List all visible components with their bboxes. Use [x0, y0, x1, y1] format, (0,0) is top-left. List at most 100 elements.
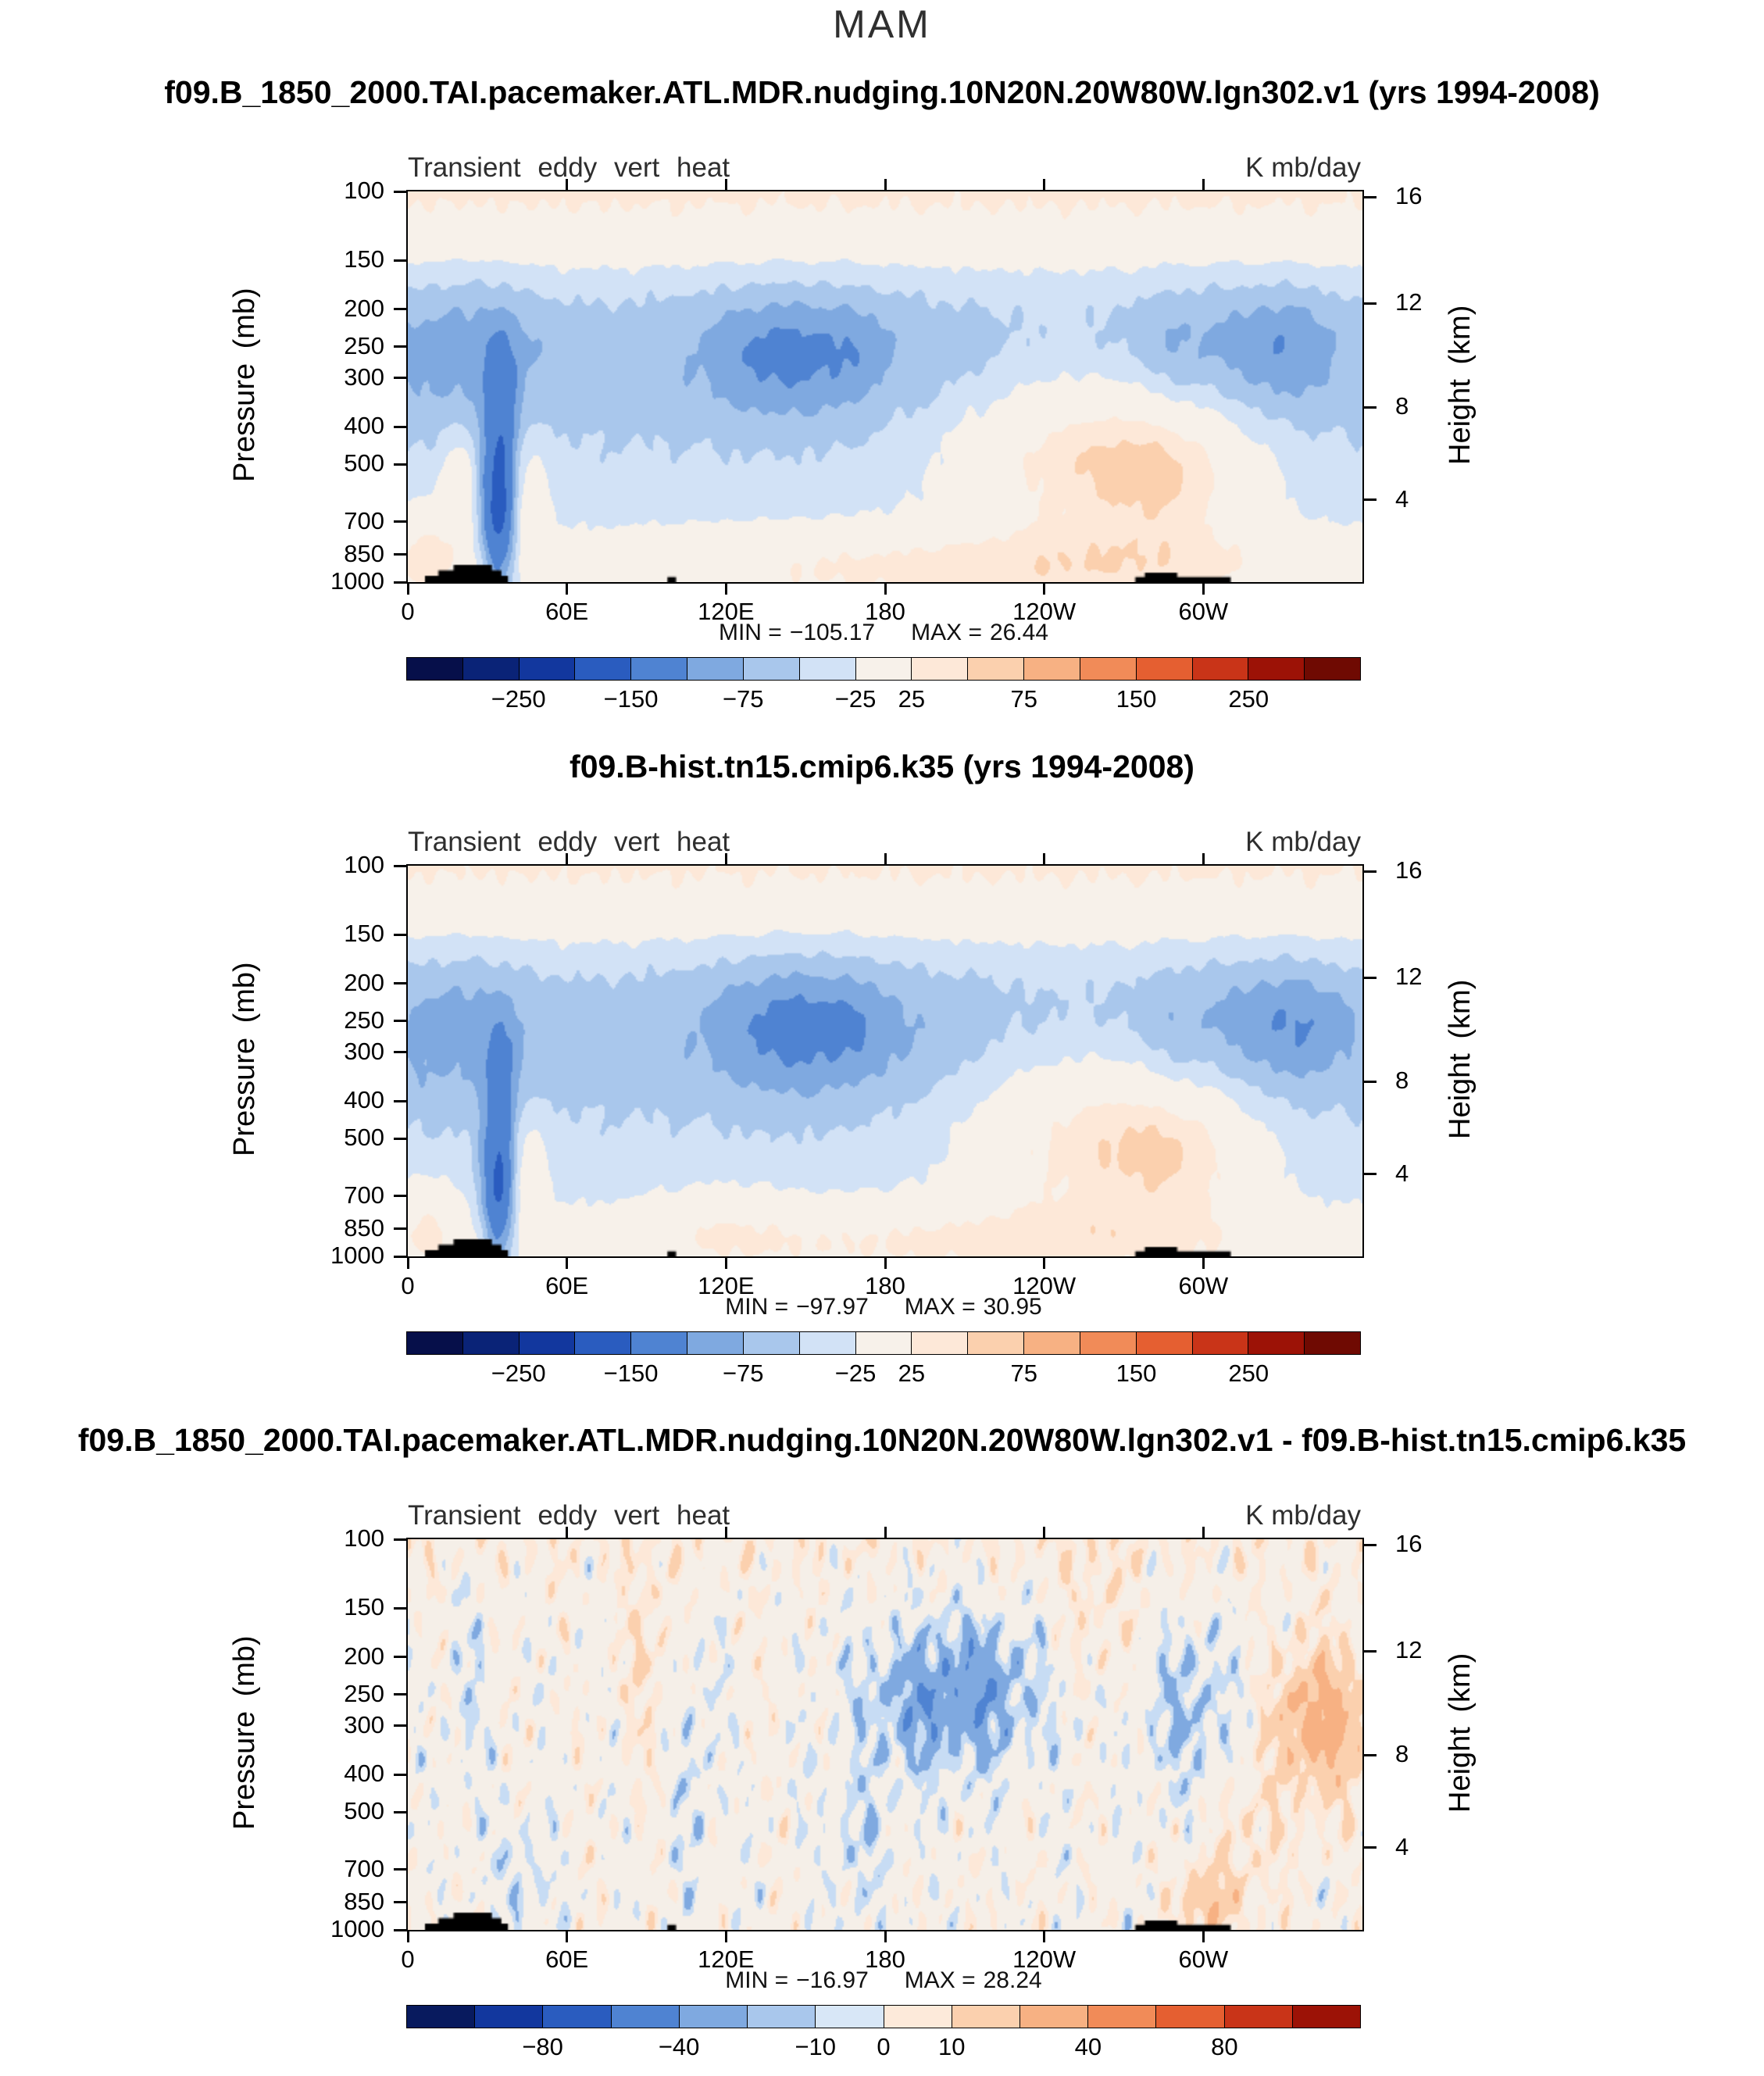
colorbar-segment — [1080, 658, 1137, 680]
pressure-tick-label: 150 — [344, 1593, 384, 1621]
pressure-tick-mark — [394, 1868, 408, 1871]
longitude-top-tick-mark — [724, 853, 727, 866]
colorbar-tick-label: 10 — [938, 2033, 966, 2060]
height-tick-label: 4 — [1395, 1159, 1409, 1187]
pressure-tick-mark — [394, 553, 408, 556]
colorbar-segment — [1248, 658, 1305, 680]
colorbar-segment — [1305, 658, 1361, 680]
pressure-tick-label: 1000 — [330, 567, 384, 595]
colorbar-tick-label: 25 — [898, 685, 926, 713]
colorbar-segment — [1080, 1332, 1137, 1354]
pressure-tick-mark — [394, 377, 408, 380]
longitude-tick-label: 0 — [401, 1272, 415, 1299]
colorbar — [406, 657, 1361, 681]
pressure-tick-mark — [394, 1227, 408, 1231]
colorbar-segment — [631, 1332, 688, 1354]
longitude-top-tick-mark — [566, 179, 569, 191]
colorbar-segment — [1088, 2006, 1157, 2028]
longitude-tick-label: 0 — [401, 598, 415, 625]
min-value: −97.97 — [796, 1294, 869, 1320]
height-tick-label: 8 — [1395, 1740, 1409, 1768]
pressure-tick-label: 700 — [344, 1854, 384, 1882]
colorbar-tick-label: −75 — [722, 685, 764, 713]
colorbar-segment — [1224, 2006, 1293, 2028]
longitude-tick-label: 60W — [1178, 1946, 1229, 1973]
contour-plot: 100 150 200 250 300 400 500 700 850 1000 16 12 8 4 0 60… — [330, 851, 1422, 1299]
colorbar — [406, 2005, 1361, 2028]
height-tick-mark — [1362, 1173, 1377, 1176]
longitude-top-tick-mark — [1202, 179, 1205, 191]
pressure-tick-mark — [394, 308, 408, 310]
longitude-tick-label: 0 — [401, 1946, 415, 1973]
pressure-tick-label: 250 — [344, 1006, 384, 1034]
longitude-tick-label: 60E — [545, 1272, 589, 1299]
pressure-tick-mark — [394, 581, 408, 584]
pressure-tick-mark — [394, 1928, 408, 1931]
minmax-readout: MIN = −97.97 MAX = 30.95 — [406, 1294, 1361, 1320]
colorbar-tick-label: 150 — [1116, 685, 1157, 713]
pressure-tick-mark — [394, 1099, 408, 1102]
colorbar-tick-label: −250 — [491, 685, 546, 713]
colorbar-segment — [912, 1332, 969, 1354]
height-axis-title: Height (km) — [1444, 979, 1477, 1140]
height-tick-label: 4 — [1395, 484, 1409, 513]
colorbar-segment — [519, 658, 576, 680]
colorbar-tick-label: 40 — [1074, 2033, 1102, 2060]
pressure-tick-label: 400 — [344, 1760, 384, 1788]
colorbar-segment — [743, 658, 800, 680]
colorbar-segment — [968, 658, 1025, 680]
season-title: MAM — [833, 2, 931, 46]
pressure-tick-label: 200 — [344, 1642, 384, 1670]
units-label: K mb/day — [1245, 827, 1361, 857]
pressure-tick-label: 700 — [344, 1181, 384, 1209]
longitude-top-tick-mark — [1043, 179, 1046, 191]
pressure-tick-mark — [394, 1693, 408, 1696]
colorbar-tick-label: 0 — [877, 2033, 891, 2060]
pressure-tick-label: 300 — [344, 1710, 384, 1738]
height-tick-label: 16 — [1395, 856, 1423, 884]
colorbar-segment — [687, 658, 744, 680]
longitude-tick-mark — [566, 582, 569, 595]
pressure-tick-label: 150 — [344, 920, 384, 948]
longitude-tick-label: 120E — [698, 1946, 755, 1973]
contour-plot: 100 150 200 250 300 400 500 700 850 1000 16 12 8 4 0 60… — [330, 177, 1422, 625]
contour-field-canvas — [408, 866, 1362, 1256]
pressure-tick-label: 850 — [344, 539, 384, 567]
longitude-tick-mark — [1043, 1256, 1046, 1269]
panel-title: f09.B_1850_2000.TAI.pacemaker.ATL.MDR.nu… — [164, 74, 1600, 110]
longitude-top-tick-mark — [1202, 853, 1205, 866]
colorbar-segment — [407, 1332, 463, 1354]
height-tick-mark — [1362, 976, 1377, 979]
pressure-tick-label: 500 — [344, 1797, 384, 1825]
pressure-tick-mark — [394, 1020, 408, 1023]
longitude-top-tick-mark — [1043, 853, 1046, 866]
colorbar-labels: −80 −40 −10 0 10 40 80 — [406, 2033, 1361, 2064]
colorbar-segment — [1024, 1332, 1080, 1354]
pressure-tick-label: 400 — [344, 412, 384, 440]
max-value: 28.24 — [983, 1967, 1042, 1993]
colorbar-tick-label: 75 — [1010, 1360, 1037, 1387]
longitude-top-tick-mark — [1043, 1527, 1046, 1539]
colorbar-segment — [1192, 658, 1249, 680]
colorbar-segment — [816, 2006, 884, 2028]
pressure-axis-title: Pressure (mb) — [228, 962, 261, 1157]
pressure-tick-mark — [394, 1195, 408, 1198]
colorbar-segment — [1248, 1332, 1305, 1354]
colorbar-tick-label: −40 — [658, 2033, 700, 2060]
field-name-label: Transient eddy vert heat — [408, 827, 730, 857]
longitude-tick-mark — [566, 1256, 569, 1269]
units-label: K mb/day — [1245, 152, 1361, 183]
longitude-top-tick-mark — [724, 179, 727, 191]
colorbar-tick-label: −150 — [603, 1360, 659, 1387]
colorbar-segment — [1192, 1332, 1249, 1354]
colorbar-segment — [884, 2006, 952, 2028]
colorbar-segment — [799, 1332, 856, 1354]
colorbar-segment — [743, 1332, 800, 1354]
colorbar-tick-label: 150 — [1116, 1360, 1157, 1387]
min-value: −105.17 — [789, 620, 876, 645]
max-value: 30.95 — [983, 1294, 1042, 1320]
pressure-tick-mark — [394, 864, 408, 867]
longitude-tick-label: 180 — [865, 1946, 905, 1973]
longitude-top-tick-mark — [1202, 1527, 1205, 1539]
